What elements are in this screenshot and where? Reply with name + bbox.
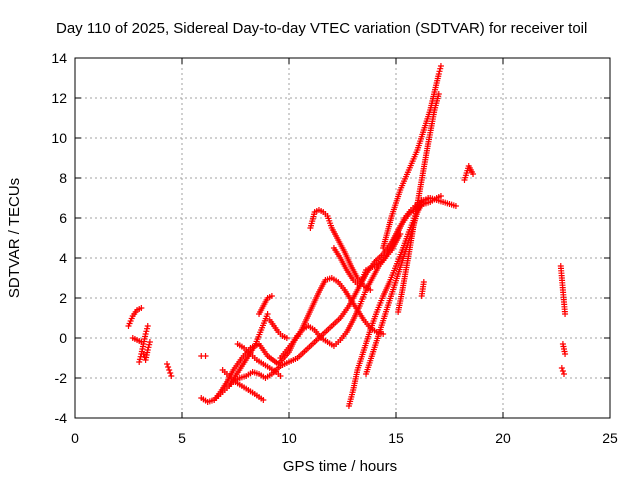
data-point-markers	[395, 91, 442, 315]
data-series-segment	[164, 361, 175, 379]
y-tick-label: 8	[59, 170, 67, 186]
y-tick-label: 14	[51, 50, 67, 66]
data-point-markers	[380, 63, 444, 251]
x-tick-label: 10	[281, 430, 297, 446]
y-tick-label: 10	[51, 130, 67, 146]
data-points	[125, 63, 569, 409]
data-point-markers	[558, 365, 567, 377]
data-series-segment	[330, 231, 404, 289]
data-point-markers	[136, 323, 151, 365]
data-point-markers	[363, 197, 425, 377]
data-point-markers	[330, 231, 404, 289]
y-axis-label: SDTVAR / TECUs	[6, 178, 23, 298]
data-series-segment	[136, 323, 151, 365]
x-axis: 0 5 10 15 20 25	[71, 58, 618, 446]
y-tick-label: 6	[59, 210, 67, 226]
data-series-segment	[226, 311, 271, 389]
data-point-markers	[277, 275, 387, 361]
chart-title: Day 110 of 2025, Sidereal Day-to-day VTE…	[56, 20, 587, 37]
x-tick-label: 25	[602, 430, 618, 446]
data-series-segment	[256, 293, 275, 317]
data-series-segment	[363, 197, 425, 377]
data-point-markers	[125, 305, 145, 329]
data-point-markers	[198, 353, 209, 359]
data-point-markers	[140, 339, 153, 363]
plot-frame	[74, 57, 611, 419]
x-axis-label: GPS time / hours	[283, 458, 397, 475]
data-point-markers	[266, 317, 290, 341]
y-tick-label: 12	[51, 90, 67, 106]
x-tick-label: 15	[388, 430, 404, 446]
data-series-segment	[234, 341, 284, 379]
y-tick-label: 2	[59, 290, 67, 306]
grid	[75, 58, 610, 418]
data-point-markers	[226, 311, 271, 389]
data-series-segment	[125, 305, 145, 329]
data-series-segment	[559, 341, 569, 357]
x-tick-label: 0	[71, 430, 79, 446]
x-tick-label: 5	[178, 430, 186, 446]
y-axis: -4 -2 0 2 4 6 8 10 12 14	[51, 50, 610, 426]
data-series-segment	[140, 339, 153, 363]
data-series-segment	[198, 353, 209, 359]
data-point-markers	[461, 163, 477, 183]
y-tick-label: -2	[55, 370, 68, 386]
data-series-segment	[418, 279, 427, 299]
data-point-markers	[559, 341, 569, 357]
data-point-markers	[234, 341, 284, 379]
data-point-markers	[418, 279, 427, 299]
data-point-markers	[164, 361, 175, 379]
y-tick-label: 0	[59, 330, 67, 346]
y-tick-label: 4	[59, 250, 67, 266]
data-series-segment	[277, 275, 387, 361]
data-series-segment	[395, 91, 442, 315]
data-point-markers	[256, 293, 275, 317]
data-series-segment	[461, 163, 477, 183]
data-point-markers	[557, 263, 569, 317]
data-series-segment	[557, 263, 569, 317]
y-tick-label: -4	[55, 410, 68, 426]
data-series-segment	[558, 365, 567, 377]
x-tick-label: 20	[495, 430, 511, 446]
data-series-segment	[266, 317, 290, 341]
data-series-segment	[380, 63, 444, 251]
